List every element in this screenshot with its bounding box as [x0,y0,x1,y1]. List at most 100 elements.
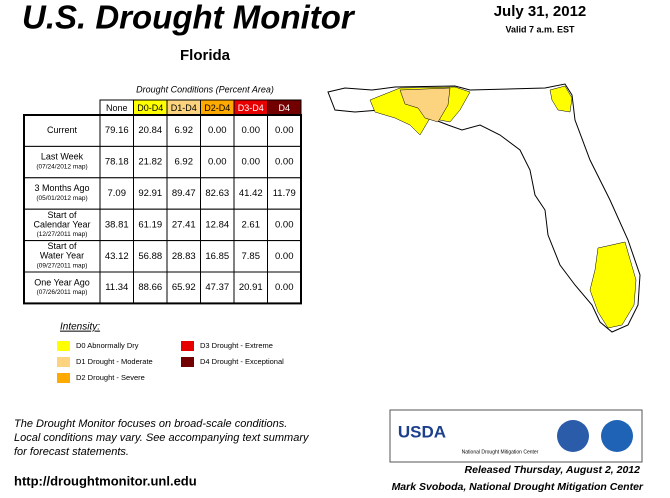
value: 16.85 [205,251,229,262]
value: 0.00 [275,125,294,136]
value-cell [99,145,134,179]
value-cell [166,145,201,179]
column-header: None [106,103,128,113]
value: 0.00 [242,157,261,168]
table-border [23,114,302,305]
value: 0.00 [242,125,261,136]
value-cell [200,177,235,210]
value: 12.84 [205,219,229,230]
row-label-cell [23,208,101,242]
column-header: D2-D4 [204,103,230,113]
value: 11.34 [105,282,128,293]
legend-label: D4 Drought - Exceptional [200,357,284,366]
value: 20.91 [239,282,263,293]
value: 41.42 [239,188,263,199]
row-label: 3 Months Ago [34,183,89,193]
note-line: for forecast statements. [14,446,129,458]
value-cell [99,177,134,210]
value-cell [133,145,168,179]
row-sublabel: (09/27/2011 map) [37,263,88,270]
row-label2: Water Year [40,251,84,261]
value: 27.41 [172,219,196,230]
row-label: Current [47,125,78,135]
value: 88.66 [138,282,162,293]
value: 56.88 [138,251,162,262]
value: 78.18 [105,157,129,168]
value: 65.92 [172,282,196,293]
value-cell [200,145,235,179]
value-cell [267,271,302,304]
value: 47.37 [205,282,229,293]
note-line: Local conditions may vary. See accompany… [14,432,310,444]
value: 0.00 [275,251,294,262]
state-outline [327,83,641,333]
value: 7.09 [108,188,127,199]
value: 0.00 [208,157,227,168]
row-label: Last Week [41,152,84,162]
valid: Valid 7 a.m. EST [505,24,575,34]
date: July 31, 2012 [494,3,587,20]
table-caption: Drought Conditions (Percent Area) [136,84,274,94]
logo-box [389,409,643,463]
value: 79.16 [105,125,129,136]
value: 6.92 [175,125,194,136]
d0-area-ne [549,85,573,113]
doc-seal [557,420,589,452]
value-cell [233,271,268,304]
value-cell [166,177,201,210]
author: Mark Svoboda, National Drought Mitigatio… [392,481,644,493]
value: 7.85 [242,251,261,262]
note-line: The Drought Monitor focuses on broad-sca… [14,418,287,430]
column-header: D0-D4 [137,103,163,113]
value: 0.00 [275,157,294,168]
row-sublabel: (07/26/2011 map) [37,289,88,296]
legend-swatch [181,357,194,367]
legend-label: D1 Drought - Moderate [76,357,153,366]
column-header: D4 [278,103,290,113]
ndmc-logo: National Drought Mitigation Center [462,449,539,455]
legend-label: D0 Abnormally Dry [76,341,139,350]
row-sublabel: (12/27/2011 map) [37,231,88,238]
value-cell [99,114,134,147]
florida-map [327,83,641,333]
usda-logo: USDA [398,422,446,441]
value: 61.19 [138,219,162,230]
column-header: D3-D4 [238,103,264,113]
row-label-cell [23,177,101,210]
value: 89.47 [172,188,196,199]
value: 38.81 [105,219,129,230]
value-cell [99,271,134,304]
value-cell [233,114,268,147]
row-sublabel: (07/24/2012 map) [36,164,87,171]
row-label-cell [23,271,101,304]
value: 0.00 [208,125,227,136]
value: 21.82 [138,157,162,168]
row-label: Start of [47,210,77,220]
value: 20.84 [138,125,162,136]
value: 2.61 [242,219,261,230]
value-cell [267,145,302,179]
row-label-cell [23,145,101,179]
value-cell [133,177,168,210]
legend-swatch [181,341,194,351]
legend-swatch [57,373,70,383]
region: Florida [180,47,231,64]
legend-label: D3 Drought - Extreme [200,341,273,350]
d1-area [399,87,451,123]
d0-area-se [589,241,637,329]
value: 0.00 [275,282,294,293]
row-label: Start of [47,241,77,251]
row-sublabel: (05/01/2012 map) [36,195,87,202]
value-cell [233,240,268,273]
column-header: D1-D4 [171,103,197,113]
value: 6.92 [175,157,194,168]
legend-title: Intensity: [60,322,100,333]
value: 0.00 [275,219,294,230]
title: U.S. Drought Monitor [22,0,356,36]
row-label: One Year Ago [34,277,90,287]
value: 11.79 [273,188,296,199]
value-cell [133,271,168,304]
value: 82.63 [205,188,229,199]
value: 43.12 [105,251,129,262]
